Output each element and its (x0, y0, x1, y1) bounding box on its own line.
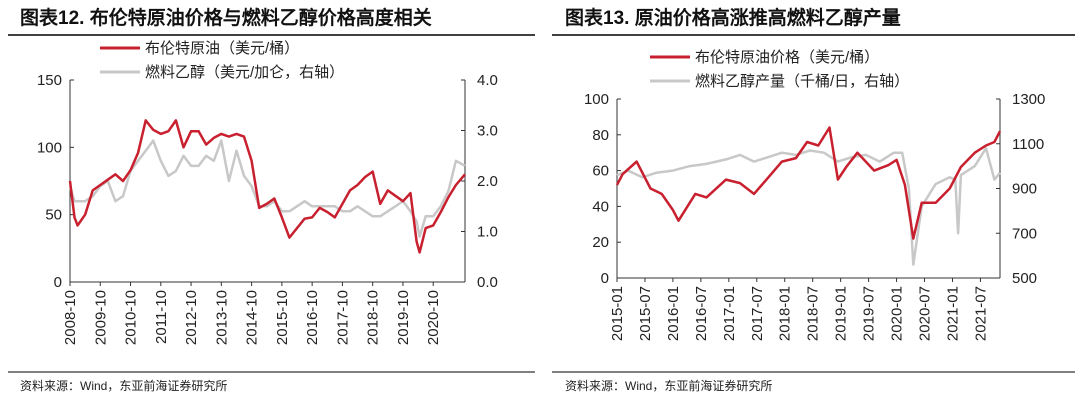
chart-12: 图表12. 布伦特原油价格与燃料乙醇价格高度相关资料来源：Wind，东亚前海证券… (8, 6, 535, 393)
x-tick-label: 2013-10 (213, 290, 230, 345)
x-tick-label: 2018-10 (365, 290, 382, 345)
x-tick-label: 2009-10 (92, 290, 109, 345)
x-tick-label: 2016-01 (665, 286, 682, 341)
x-tick-label: 2019-10 (395, 290, 412, 345)
x-tick-label: 2021-01 (944, 286, 961, 341)
series-line-brent (615, 126, 1002, 240)
x-tick-label: 2019-01 (833, 286, 850, 341)
source-note: 资料来源：Wind，东亚前海证券研究所 (20, 378, 227, 393)
chart-title: 图表12. 布伦特原油价格与燃料乙醇价格高度相关 (20, 6, 432, 29)
y2-tick-label: 2.0 (477, 173, 498, 190)
y2-tick-label: 900 (1012, 181, 1037, 198)
x-tick-label: 2012-10 (183, 290, 200, 345)
x-tick-label: 2019-07 (861, 286, 878, 341)
x-tick-label: 2021-07 (972, 286, 989, 341)
series-line-brent (68, 119, 466, 254)
y2-tick-label: 1.0 (477, 224, 498, 241)
legend-label: 布伦特原油（美元/桶） (145, 40, 299, 57)
x-tick-label: 2017-10 (334, 290, 351, 345)
x-tick-label: 2020-07 (917, 286, 934, 341)
y2-tick-label: 0.0 (477, 274, 498, 291)
y2-tick-label: 700 (1012, 225, 1037, 242)
x-tick-label: 2015-07 (637, 286, 654, 341)
y-tick-label: 50 (45, 207, 62, 224)
y2-tick-label: 3.0 (477, 123, 498, 140)
x-tick-label: 2020-01 (889, 286, 906, 341)
y2-tick-label: 1300 (1012, 91, 1045, 108)
y-tick-label: 100 (584, 91, 609, 108)
y-tick-label: 40 (592, 198, 609, 215)
x-tick-label: 2014-10 (244, 290, 261, 345)
y-tick-label: 0 (54, 274, 62, 291)
y-tick-label: 0 (601, 270, 609, 287)
x-tick-label: 2016-10 (304, 290, 321, 345)
y2-tick-label: 4.0 (477, 72, 498, 89)
series-line-ethanol (616, 146, 1001, 266)
source-note: 资料来源：Wind，东亚前海证券研究所 (565, 378, 772, 393)
legend-label: 燃料乙醇（美元/加仑，右轴） (145, 63, 344, 81)
x-tick-label: 2010-10 (123, 290, 140, 345)
x-tick-label: 2017-07 (749, 286, 766, 341)
x-tick-label: 2015-10 (274, 290, 291, 345)
x-tick-label: 2017-01 (721, 286, 738, 341)
x-tick-label: 2008-10 (62, 290, 79, 345)
legend-label: 燃料乙醇产量（千桶/日，右轴） (695, 72, 909, 90)
y-tick-label: 100 (37, 139, 62, 156)
series-line-ethanol (68, 139, 466, 238)
y-tick-label: 20 (592, 234, 609, 251)
y2-tick-label: 500 (1012, 270, 1037, 287)
y-tick-label: 80 (592, 127, 609, 144)
x-tick-label: 2011-10 (153, 290, 170, 344)
y2-tick-label: 1100 (1012, 136, 1044, 153)
x-tick-label: 2018-07 (805, 286, 822, 341)
x-tick-label: 2018-01 (777, 286, 794, 341)
x-tick-label: 2020-10 (425, 290, 442, 345)
legend-label: 布伦特原油价格（美元/桶） (695, 49, 879, 66)
x-tick-label: 2016-07 (693, 286, 710, 341)
y-tick-label: 60 (592, 163, 609, 180)
x-tick-label: 2015-01 (609, 286, 626, 341)
chart-title: 图表13. 原油价格高涨推高燃料乙醇产量 (565, 6, 901, 29)
y-tick-label: 150 (37, 72, 62, 89)
